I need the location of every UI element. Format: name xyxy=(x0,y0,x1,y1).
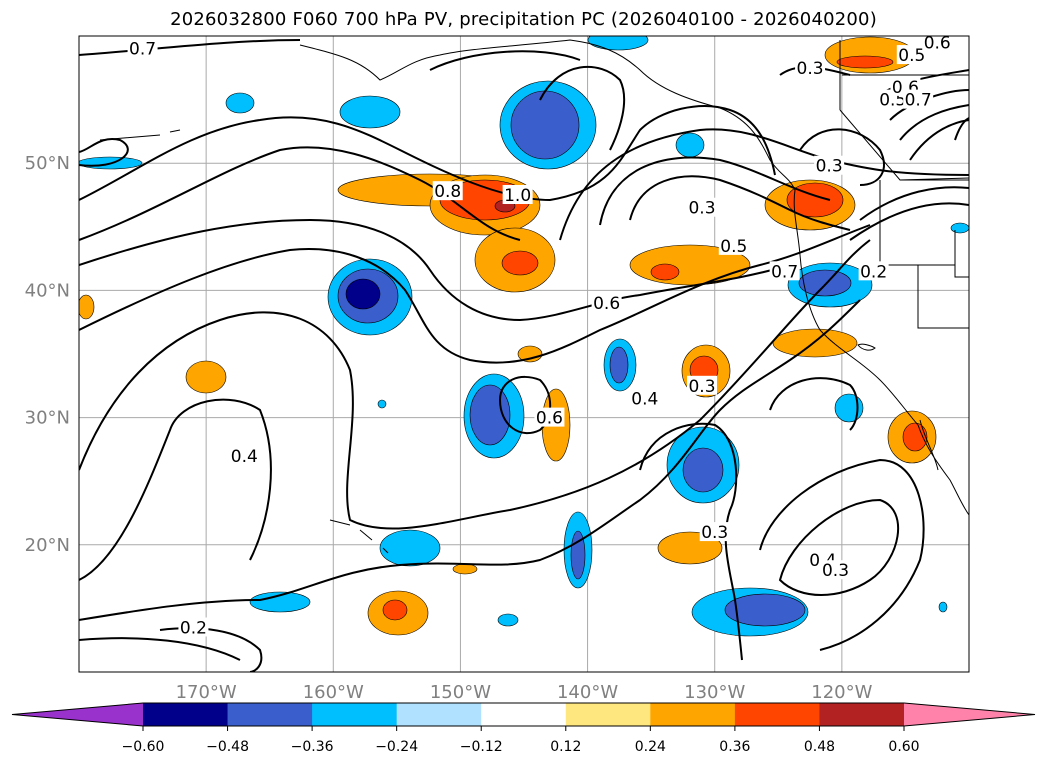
contour-label: 0.7 xyxy=(771,262,798,282)
colorbar-segment xyxy=(481,703,567,726)
longitude-label: 140°W xyxy=(557,682,618,703)
contour-label: 0.5 xyxy=(720,237,747,257)
negative-anomaly-west xyxy=(327,258,413,336)
contour-label: 0.3 xyxy=(701,523,728,543)
contour-label-bg xyxy=(502,185,533,204)
pv-contours xyxy=(79,39,969,672)
latitude-label: 20°N xyxy=(25,535,70,556)
contour-label: 0.7 xyxy=(905,91,932,111)
map-panel: 0.70.8 1.00.30.50.70.60.20.30.50.60.70.50… xyxy=(79,33,969,672)
contour-label: 0.5 xyxy=(898,46,925,66)
colorbar-tick-label: 0.12 xyxy=(550,739,581,755)
colorbar-tick-label: −0.24 xyxy=(375,739,418,755)
colorbar-tick-label: −0.60 xyxy=(122,739,165,755)
colorbar-segment xyxy=(227,703,313,726)
colorbar-tick-label: −0.36 xyxy=(291,739,334,755)
contour-label-bg xyxy=(896,45,927,65)
latitude-label: 30°N xyxy=(25,408,70,429)
contour-label-bg xyxy=(795,57,826,77)
contour-label: 0.2 xyxy=(180,618,207,638)
colorbar-segment xyxy=(565,703,651,726)
contour-label-bg xyxy=(718,235,749,255)
longitude-label: 150°W xyxy=(430,682,491,703)
contour-label-bg xyxy=(858,261,889,281)
colorbar-tick-label: 0.60 xyxy=(888,739,919,755)
contour-label-bg xyxy=(820,560,851,580)
map-frame xyxy=(78,35,970,673)
contour-label-bg xyxy=(591,293,622,313)
contour-label: 0.2 xyxy=(860,262,887,282)
contour-label: 1.0 xyxy=(504,186,531,206)
colorbar-tick-label: −0.48 xyxy=(206,739,249,755)
longitude-label: 130°W xyxy=(684,682,745,703)
contour-label: 0.3 xyxy=(797,59,824,79)
contour-label: 0.8 xyxy=(434,182,461,202)
colorbar-extension-low xyxy=(12,703,143,726)
contour-label: 0.3 xyxy=(688,199,715,219)
contour-label-bg xyxy=(127,38,158,58)
colorbar-tick-label: 0.24 xyxy=(635,739,666,755)
contour-label: 0.4 xyxy=(231,447,258,467)
contour-label-bg xyxy=(769,261,800,281)
contour-label-bg xyxy=(629,388,660,408)
colorbar-extension-high xyxy=(904,703,1035,726)
contour-label-bg xyxy=(814,155,845,175)
negative-anomaly-coast xyxy=(787,262,873,308)
colorbar-tick-label: 0.36 xyxy=(719,739,750,755)
colorbar-segment xyxy=(650,703,736,726)
contour-label-bg xyxy=(903,89,934,109)
contour-label-bg xyxy=(229,445,260,465)
contour-label-bg xyxy=(687,375,717,395)
contour-label: 0.3 xyxy=(816,157,843,177)
contour-label: 0.7 xyxy=(129,40,156,60)
contour-label-bg xyxy=(922,36,953,52)
contour-label: 0.3 xyxy=(822,561,849,581)
colorbar-segment xyxy=(819,703,905,726)
contour-label: 0.4 xyxy=(631,390,658,410)
colorbar-tick-label: −0.12 xyxy=(460,739,503,755)
contour-label: 0.6 xyxy=(536,409,563,429)
latitude-labels: 50°N 40°N 30°N 20°N xyxy=(25,153,70,556)
colorbar-segment xyxy=(734,703,820,726)
colorbar-tick-label: 0.48 xyxy=(804,739,835,755)
longitude-labels: 170°W 160°W 150°W 140°W 130°W 120°W xyxy=(176,682,873,703)
colorbar-segment xyxy=(312,703,398,726)
contour-label: 0.6 xyxy=(924,33,951,53)
contour-label-bg xyxy=(687,197,717,217)
positive-anomaly-california xyxy=(772,328,858,358)
contour-label-bg xyxy=(432,181,463,201)
contour-label-bg xyxy=(534,407,565,427)
contour-labels: 0.70.8 1.00.30.50.70.60.20.30.50.60.70.50… xyxy=(127,33,953,638)
longitude-label: 120°W xyxy=(811,682,872,703)
map-title: 2026032800 F060 700 hPa PV, precipitatio… xyxy=(170,9,877,30)
contour-label: 0.6 xyxy=(593,294,620,314)
contour-label-bg xyxy=(178,617,209,637)
colorbar: −0.60 −0.48 −0.36 −0.24 −0.12 0.12 0.24 0.36 0.4… xyxy=(11,702,1036,755)
longitude-label: 160°W xyxy=(303,682,364,703)
latitude-label: 50°N xyxy=(25,153,70,174)
longitude-label: 170°W xyxy=(176,682,237,703)
colorbar-segment xyxy=(396,703,482,726)
contour-label: 0.3 xyxy=(688,377,715,397)
colorbar-segment xyxy=(143,703,229,726)
latitude-label: 40°N xyxy=(25,280,70,301)
negative-anomaly-north xyxy=(79,36,705,170)
contour-label-bg xyxy=(699,522,730,542)
